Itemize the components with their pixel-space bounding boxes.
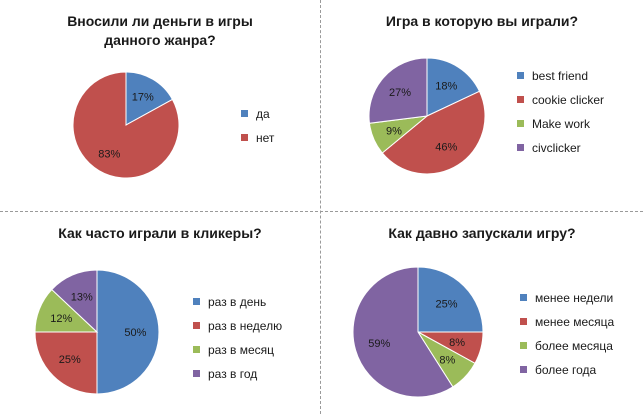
chart-title: Игра в которую вы играли? bbox=[385, 13, 579, 29]
legend-label: менее недели bbox=[535, 291, 614, 305]
pie-svg: 17% 83% bbox=[72, 71, 180, 179]
pie-svg: 25% 8% 8% 59% bbox=[352, 266, 484, 398]
legend-item: более месяца bbox=[520, 340, 614, 364]
legend-item: раз в месяц bbox=[193, 344, 282, 368]
legend-item: Make work bbox=[517, 118, 604, 142]
legend-swatch bbox=[517, 72, 524, 79]
chart-play-frequency: Как часто играли в кликеры? 50% 25% 12% 13%… bbox=[0, 212, 320, 414]
legend-label: cookie clicker bbox=[532, 93, 605, 107]
pie-slice bbox=[51, 269, 98, 334]
legend-label: более года bbox=[535, 363, 597, 377]
legend-label: более месяца bbox=[535, 339, 613, 353]
legend-item: менее недели bbox=[520, 292, 614, 316]
data-label: 13% bbox=[71, 292, 93, 304]
legend-item: да bbox=[241, 108, 274, 132]
legend-label: менее месяца bbox=[535, 315, 615, 329]
legend-item: cookie clicker bbox=[517, 94, 604, 118]
legend-label: Make work bbox=[532, 117, 591, 131]
legend-label: раз в день bbox=[208, 295, 267, 309]
horizontal-divider bbox=[0, 211, 643, 212]
legend-item: best friend bbox=[517, 70, 604, 94]
legend-label: да bbox=[256, 107, 270, 121]
legend-swatch bbox=[241, 110, 248, 117]
legend-swatch bbox=[517, 96, 524, 103]
data-label: 83% bbox=[98, 148, 120, 160]
legend-swatch bbox=[517, 120, 524, 127]
pie-slice bbox=[34, 331, 98, 395]
data-label: 17% bbox=[132, 92, 154, 104]
legend: менее недели менее месяца более месяца боле… bbox=[520, 292, 614, 388]
data-label: 9% bbox=[386, 125, 402, 137]
legend-label: раз в месяц bbox=[208, 343, 275, 357]
data-label: 25% bbox=[435, 299, 457, 311]
chart-game-played: Игра в которую вы играли? 18% 46% 9% 27% be… bbox=[321, 0, 643, 211]
legend-swatch bbox=[193, 322, 200, 329]
legend-swatch bbox=[520, 318, 527, 325]
chart-title: Как давно запускали игру? bbox=[388, 225, 576, 241]
pie-svg: 18% 46% 9% 27% bbox=[368, 57, 486, 175]
chart-last-launch: Как давно запускали игру? 25% 8% 8% 59% мен… bbox=[321, 212, 643, 414]
pie-slice bbox=[352, 266, 454, 398]
legend-swatch bbox=[193, 346, 200, 353]
data-label: 59% bbox=[368, 338, 390, 350]
legend: best friend cookie clicker Make work civcli… bbox=[517, 70, 604, 166]
legend: да нет bbox=[241, 108, 274, 156]
pie-slice bbox=[381, 90, 486, 175]
pie-svg: 50% 25% 12% 13% bbox=[34, 269, 160, 395]
legend-item: нет bbox=[241, 132, 274, 156]
data-label: 8% bbox=[449, 337, 465, 349]
data-label: 8% bbox=[439, 355, 455, 367]
data-label: 46% bbox=[435, 141, 457, 153]
chart-money-spent: Вносили ли деньги в игры данного жанра? … bbox=[0, 0, 320, 211]
legend-swatch bbox=[520, 366, 527, 373]
pie-slice bbox=[125, 71, 174, 126]
legend-swatch bbox=[520, 342, 527, 349]
pie-slice bbox=[72, 71, 180, 179]
chart-title: Вносили ли деньги в игры данного жанра? bbox=[67, 13, 253, 48]
legend-label: best friend bbox=[532, 69, 589, 83]
data-label: 50% bbox=[124, 327, 146, 339]
legend-label: раз в год bbox=[208, 367, 258, 381]
legend-label: нет bbox=[256, 131, 275, 145]
legend-label: civclicker bbox=[532, 141, 581, 155]
legend-swatch bbox=[520, 294, 527, 301]
vertical-divider bbox=[320, 0, 321, 414]
pie-slice bbox=[96, 269, 160, 395]
legend-item: civclicker bbox=[517, 142, 604, 166]
legend-swatch bbox=[517, 144, 524, 151]
legend-item: менее месяца bbox=[520, 316, 614, 340]
legend-item: более года bbox=[520, 364, 614, 388]
pie-slice bbox=[368, 57, 428, 124]
data-label: 25% bbox=[59, 354, 81, 366]
legend-swatch bbox=[193, 298, 200, 305]
legend-item: раз в неделю bbox=[193, 320, 282, 344]
data-label: 18% bbox=[435, 81, 457, 93]
pie-slice bbox=[417, 266, 484, 333]
legend-label: раз в неделю bbox=[208, 319, 283, 333]
data-label: 12% bbox=[50, 313, 72, 325]
data-label: 27% bbox=[389, 87, 411, 99]
legend: раз в день раз в неделю раз в месяц раз в г… bbox=[193, 296, 282, 392]
legend-swatch bbox=[241, 134, 248, 141]
legend-swatch bbox=[193, 370, 200, 377]
chart-title: Как часто играли в кликеры? bbox=[58, 225, 262, 241]
legend-item: раз в год bbox=[193, 368, 282, 392]
legend-item: раз в день bbox=[193, 296, 282, 320]
pie-slice bbox=[426, 57, 481, 117]
